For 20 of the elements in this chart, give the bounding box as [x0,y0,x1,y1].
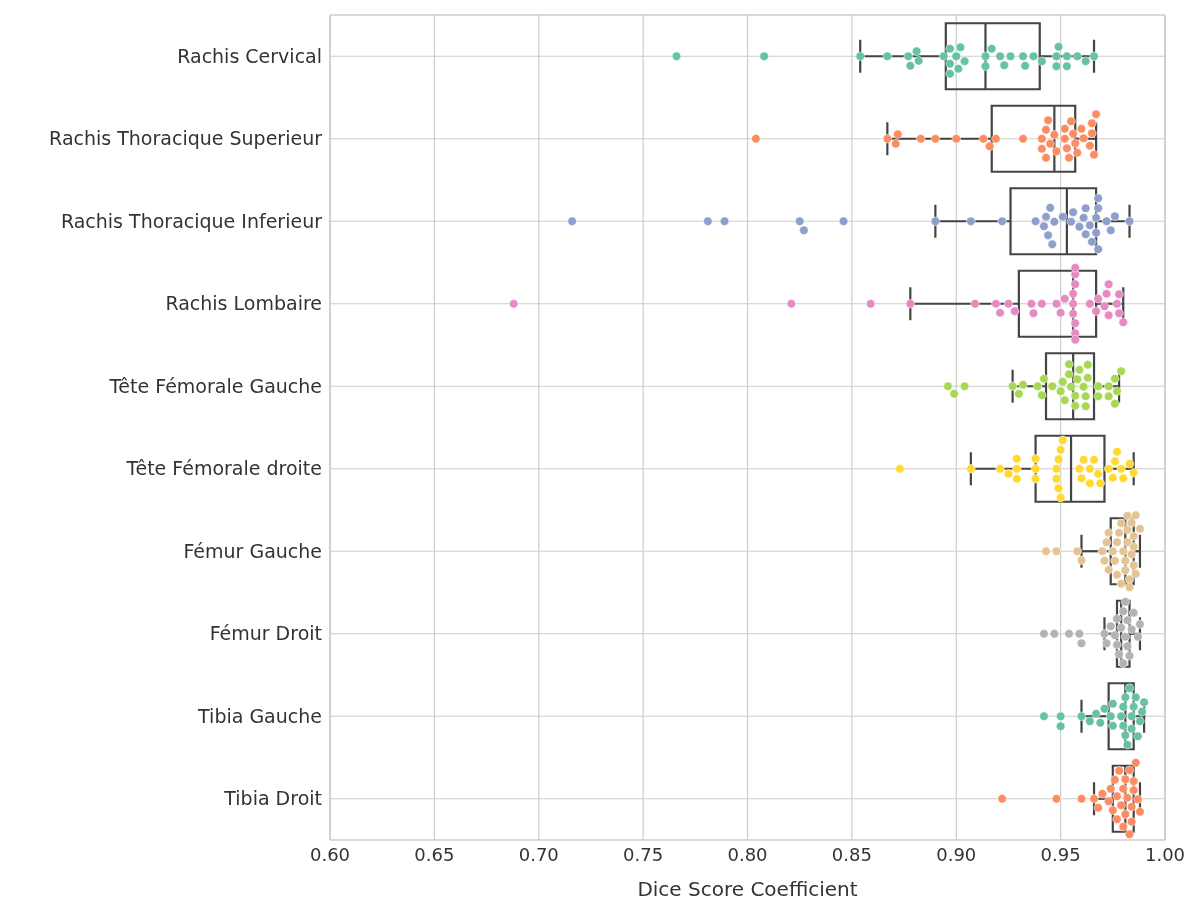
x-tick-label: 0.85 [831,843,872,865]
x-tick-label: 0.80 [727,843,768,865]
y-tick-label: Fémur Droit [209,622,322,645]
y-tick-label: Tête Fémorale droite [125,457,322,480]
y-tick-label: Rachis Lombaire [165,292,322,315]
x-tick-label: 0.65 [414,843,455,865]
x-tick-label: 1.00 [1144,843,1186,865]
x-tick-label: 0.90 [936,843,977,865]
y-tick-label: Tête Fémorale Gauche [108,374,322,397]
y-tick-label: Tibia Gauche [197,704,322,727]
y-tick-label: Rachis Thoracique Inferieur [60,209,323,232]
y-tick-label: Tibia Droit [223,787,322,810]
y-tick-label: Rachis Cervical [177,44,322,67]
y-tick-label: Fémur Gauche [183,539,322,562]
y-tick-label: Rachis Thoracique Superieur [49,127,323,150]
x-tick-label: 0.70 [518,843,559,865]
x-tick-label: 0.75 [623,843,664,865]
x-axis-title: Dice Score Coefficient [637,877,858,901]
x-tick-label: 0.95 [1040,843,1081,865]
x-tick-label: 0.60 [309,843,351,865]
